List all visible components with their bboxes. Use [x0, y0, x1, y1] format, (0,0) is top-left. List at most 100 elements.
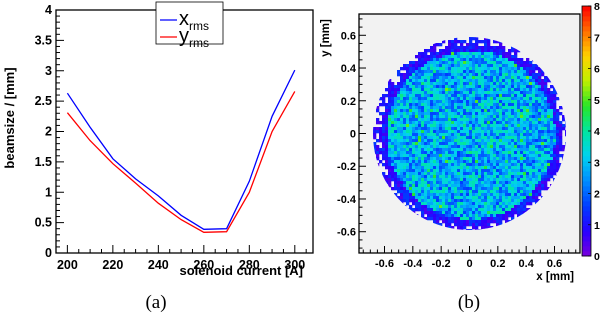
heatmap-panel: -0.6 -0.4 -0.2 0 0.2 0.4 0.6-0.6-0.4-0.200.20.…: [320, 1, 600, 313]
heatmap-cell: [541, 139, 545, 143]
heatmap-cell: [403, 145, 407, 149]
heatmap-cell: [481, 64, 485, 68]
heatmap-cell: [508, 130, 512, 134]
heatmap-cell: [487, 112, 491, 116]
heatmap-cell: [418, 148, 422, 152]
heatmap-cell: [541, 136, 545, 140]
heatmap-cell: [526, 118, 530, 122]
heatmap-cell: [418, 172, 422, 176]
heatmap-cell: [511, 118, 515, 122]
heatmap-cell: [442, 64, 446, 68]
heatmap-cell: [553, 142, 557, 146]
heatmap-cell: [457, 112, 461, 116]
heatmap-cell: [559, 136, 563, 140]
heatmap-cell: [553, 115, 557, 119]
heatmap-cell: [460, 61, 464, 65]
heatmap-cell: [427, 148, 431, 152]
heatmap-cell: [484, 214, 488, 218]
heatmap-cell: [451, 115, 455, 119]
heatmap-cell: [532, 88, 536, 92]
heatmap-cell: [463, 64, 467, 68]
heatmap-cell: [466, 127, 470, 131]
heatmap-cell: [448, 61, 452, 65]
heatmap-cell: [478, 169, 482, 173]
heatmap-cell: [463, 136, 467, 140]
heatmap-cell: [421, 163, 425, 167]
heatmap-cell: [553, 160, 557, 164]
heatmap-cell: [412, 103, 416, 107]
heatmap-cell: [418, 100, 422, 104]
heatmap-cell: [427, 82, 431, 86]
heatmap-cell: [457, 52, 461, 56]
heatmap-cell: [559, 154, 563, 158]
heatmap-cell: [439, 142, 443, 146]
heatmap-cell: [511, 64, 515, 68]
heatmap-cell: [460, 169, 464, 173]
heatmap-cell: [514, 160, 518, 164]
heatmap-cell: [442, 103, 446, 107]
heatmap-cell: [439, 163, 443, 167]
heatmap-cell: [538, 76, 542, 80]
heatmap-cell: [544, 88, 548, 92]
heatmap-cell: [376, 127, 380, 131]
heatmap-cell: [469, 229, 473, 230]
heatmap-cell: [484, 187, 488, 191]
heatmap-cell: [475, 136, 479, 140]
heatmap-cell: [484, 151, 488, 155]
heatmap-cell: [448, 220, 452, 224]
heatmap-cell: [535, 109, 539, 113]
heatmap-cell: [403, 178, 407, 182]
heatmap-cell: [466, 109, 470, 113]
heatmap-cell: [430, 70, 434, 74]
heatmap-cell: [445, 223, 449, 227]
heatmap-cell: [502, 97, 506, 101]
heatmap-cell: [556, 130, 560, 134]
heatmap-cell: [478, 136, 482, 140]
heatmap-cell: [430, 205, 434, 209]
colorbar-segment: [582, 246, 591, 252]
heatmap-cell: [466, 91, 470, 95]
heatmap-cell: [532, 199, 536, 203]
heatmap-cell: [523, 187, 527, 191]
heatmap-cell: [460, 214, 464, 218]
heatmap-cell: [400, 106, 404, 110]
heatmap-cell: [517, 73, 521, 77]
heatmap-cell: [523, 76, 527, 80]
heatmap-cell: [388, 151, 392, 155]
heatmap-cell: [409, 172, 413, 176]
heatmap-cell: [538, 139, 542, 143]
heatmap-cell: [493, 196, 497, 200]
heatmap-cell: [517, 136, 521, 140]
heatmap-cell: [481, 130, 485, 134]
heatmap-cell: [424, 130, 428, 134]
heatmap-cell: [538, 79, 542, 83]
heatmap-cell: [448, 226, 452, 230]
heatmap-cell: [493, 106, 497, 110]
heatmap-cell: [469, 160, 473, 164]
heatmap-cell: [412, 121, 416, 125]
heatmap-cell: [496, 127, 500, 131]
heatmap-cell: [454, 112, 458, 116]
heatmap-cell: [469, 40, 473, 44]
heatmap-cell: [520, 91, 524, 95]
heatmap-cell: [376, 148, 380, 152]
heatmap-cell: [424, 91, 428, 95]
heatmap-cell: [463, 196, 467, 200]
heatmap-cell: [493, 103, 497, 107]
heatmap-cell: [508, 115, 512, 119]
heatmap-cell: [493, 166, 497, 170]
heatmap-cell: [481, 136, 485, 140]
heatmap-cell: [535, 193, 539, 197]
heatmap-cell: [502, 130, 506, 134]
heatmap-cell: [511, 103, 515, 107]
heatmap-cell: [484, 178, 488, 182]
heatmap-cell: [457, 145, 461, 149]
heatmap-cell: [502, 124, 506, 128]
heatmap-cell: [415, 181, 419, 185]
heatmap-cell: [478, 70, 482, 74]
heatmap-cell: [463, 205, 467, 209]
heatmap-cell: [523, 127, 527, 131]
heatmap-cell: [490, 133, 494, 137]
heatmap-cell: [478, 157, 482, 161]
heatmap-cell: [472, 154, 476, 158]
